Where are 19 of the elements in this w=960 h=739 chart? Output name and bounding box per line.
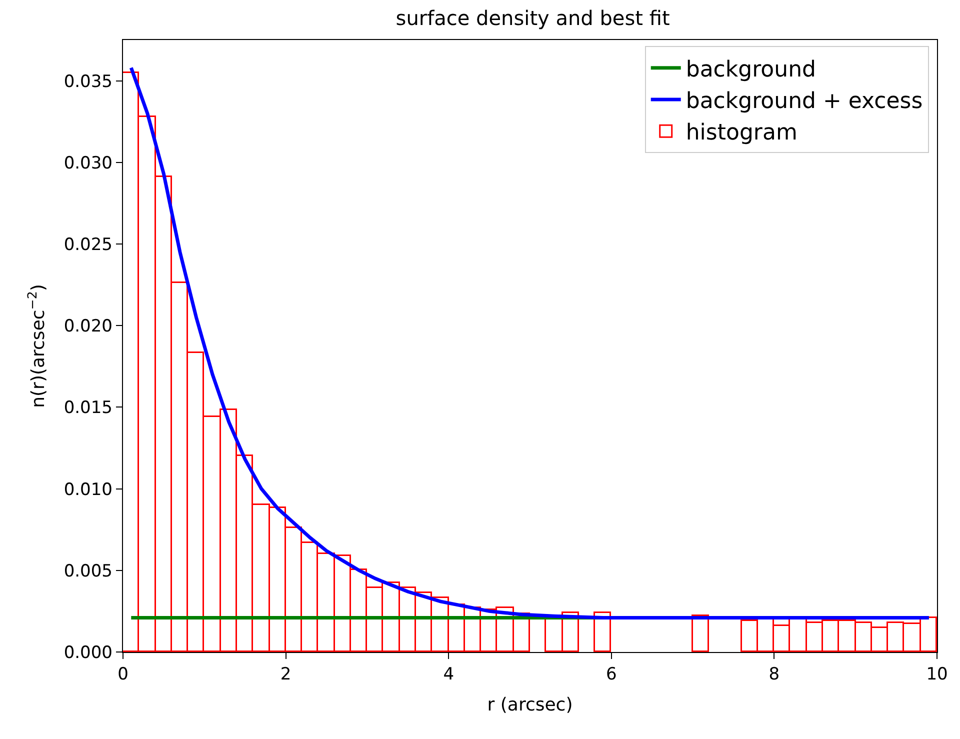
- y-tick-label: 0.000: [64, 642, 112, 663]
- x-tick-label: 10: [926, 664, 948, 684]
- legend-label: histogram: [686, 120, 798, 146]
- y-tick-label: 0.025: [64, 234, 112, 255]
- y-tick-label: 0.020: [64, 316, 112, 337]
- x-tick-label: 0: [118, 664, 128, 684]
- x-tick-label: 4: [443, 664, 454, 684]
- x-tick-label: 2: [280, 664, 292, 684]
- x-tick-label: 6: [606, 664, 617, 684]
- y-tick-label: 0.015: [64, 398, 112, 418]
- y-tick-label: 0.010: [64, 480, 112, 500]
- legend-label: background: [686, 58, 816, 82]
- y-tick-label: 0.005: [64, 561, 112, 582]
- x-axis-title: r (arcsec): [487, 694, 573, 716]
- y-tick-label: 0.035: [64, 72, 112, 92]
- x-tick-label: 8: [768, 664, 780, 684]
- y-tick-label: 0.030: [64, 153, 112, 174]
- legend-label: background + excess: [686, 89, 923, 114]
- chart-title: surface density and best fit: [396, 6, 670, 30]
